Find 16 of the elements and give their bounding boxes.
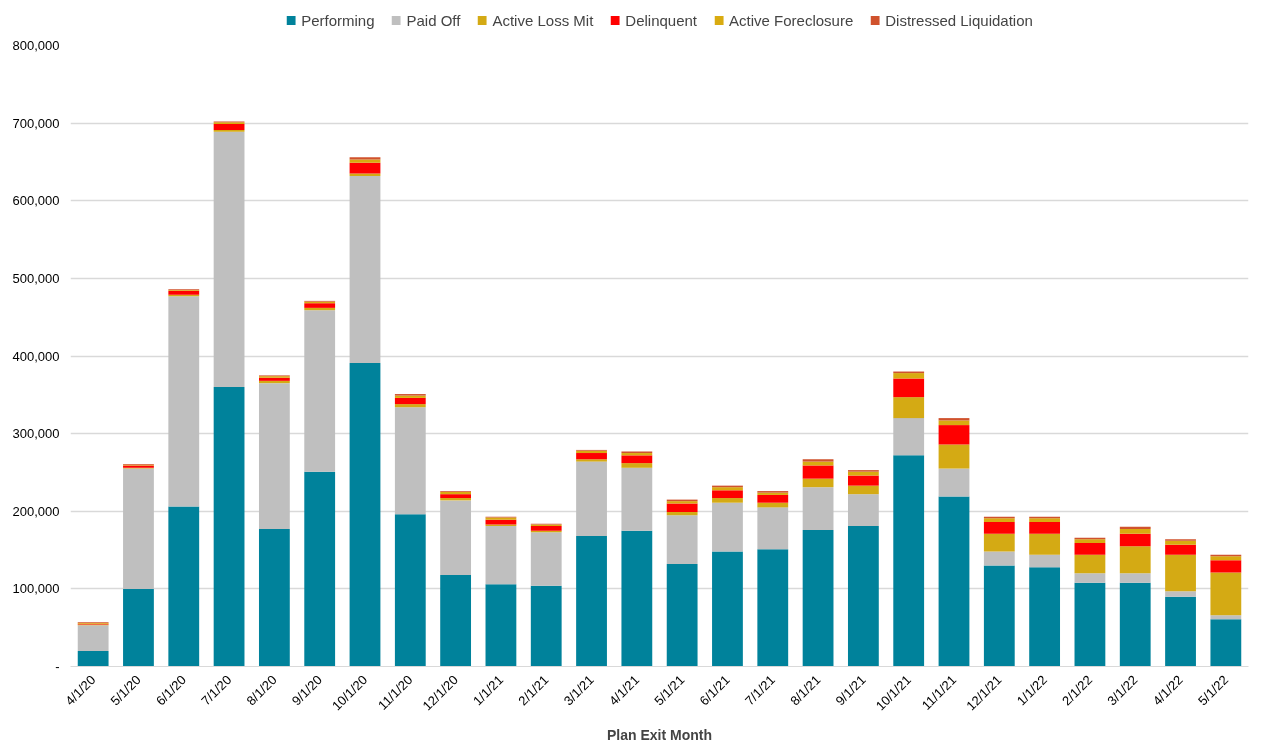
legend-label: Active Loss Mit [492,11,594,29]
legend-label: Paid Off [406,11,461,29]
legend-label: Distressed Liquidation [885,11,1033,29]
x-axis-title: Plan Exit Month [607,726,712,743]
y-tick-label: 400,000 [12,348,60,364]
legend-label: Performing [301,11,375,29]
legend-label: Delinquent [625,11,698,29]
y-tick-label: 500,000 [12,270,60,286]
y-tick-label: 300,000 [12,426,60,442]
y-tick-label: 700,000 [12,115,60,131]
legend-label: Active Foreclosure [729,11,854,29]
y-tick-label: - [55,659,60,674]
y-tick-label: 600,000 [12,193,60,209]
y-tick-label: 100,000 [12,581,60,597]
y-tick-label: 800,000 [12,38,60,53]
y-tick-label: 200,000 [12,503,60,519]
